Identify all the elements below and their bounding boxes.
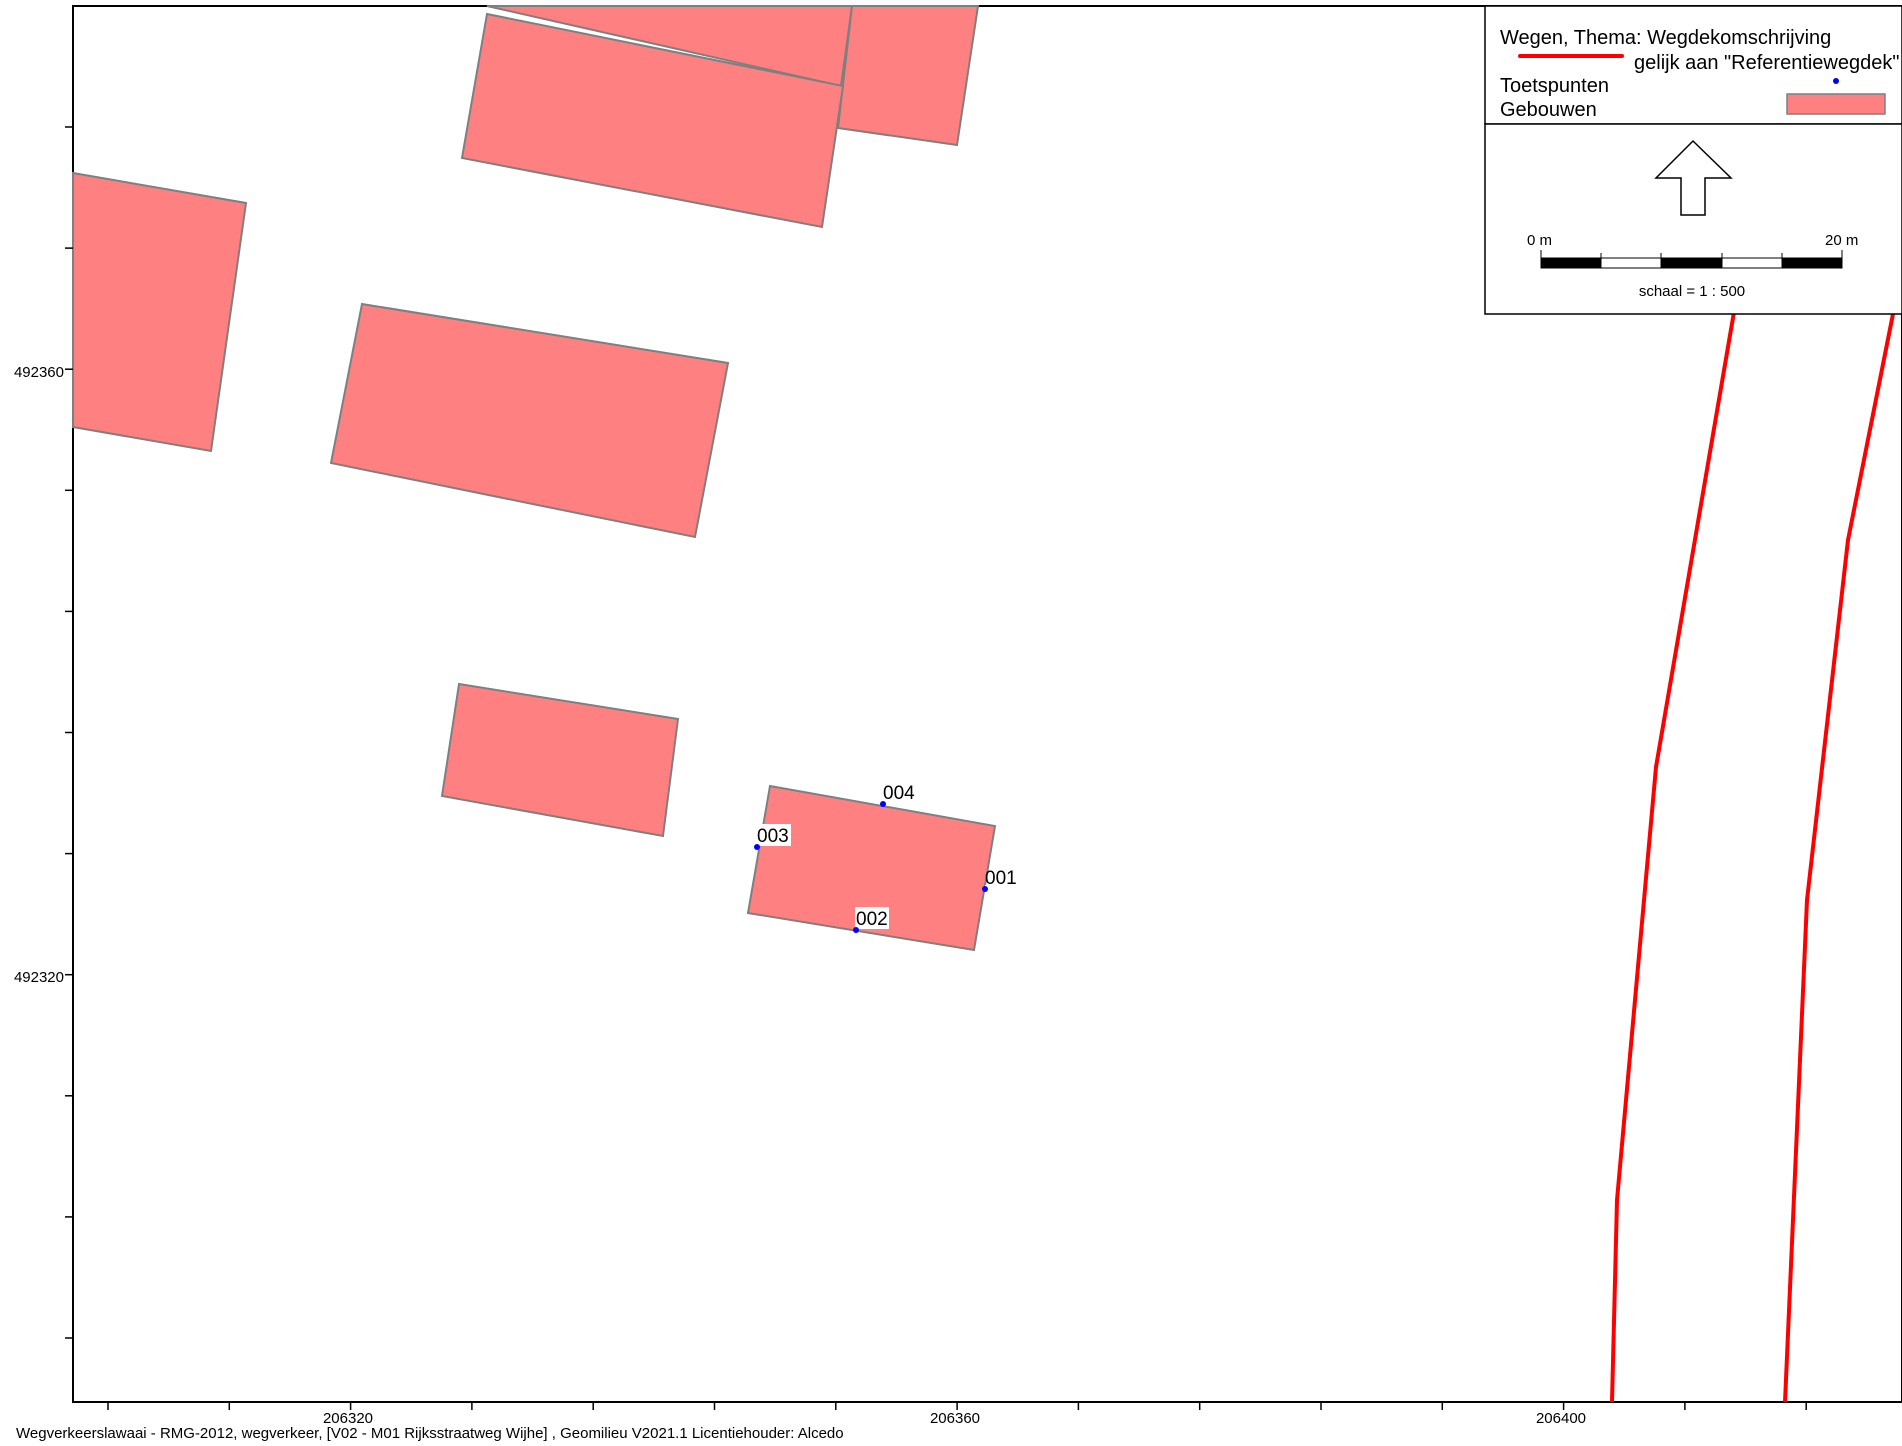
roads-layer bbox=[1610, 311, 1895, 1403]
legend-points-label: Toetspunten bbox=[1500, 75, 1609, 97]
legend: Wegen, Thema: Wegdekomschrijving gelijk … bbox=[1484, 5, 1902, 315]
y-axis-label: 492360 bbox=[14, 364, 64, 381]
test-point-label-bg bbox=[985, 885, 1019, 907]
test-point-marker[interactable] bbox=[853, 927, 859, 933]
legend-roads-title: Wegen, Thema: Wegdekomschrijving bbox=[1500, 27, 1831, 49]
test-point-label: 004 bbox=[883, 783, 915, 804]
buildings-layer bbox=[72, 5, 997, 952]
test-point-label: 002 bbox=[856, 909, 888, 930]
building bbox=[329, 302, 730, 539]
test-points-layer: 001 002 003 004 bbox=[754, 783, 1019, 933]
test-point-label-bg bbox=[855, 907, 889, 929]
legend-point-symbol bbox=[1833, 78, 1839, 84]
legend-roads-condition: gelijk aan "Referentiewegdek" bbox=[1634, 52, 1899, 74]
test-point-label: 001 bbox=[985, 868, 1017, 889]
building bbox=[836, 5, 980, 147]
north-arrow-icon bbox=[1654, 139, 1733, 216]
test-point-marker[interactable] bbox=[754, 844, 760, 850]
road-line-east bbox=[1783, 313, 1895, 1403]
x-axis-label: 206320 bbox=[323, 1410, 373, 1427]
building bbox=[746, 784, 997, 952]
building bbox=[72, 171, 248, 453]
x-axis-label: 206400 bbox=[1536, 1410, 1586, 1427]
x-axis-label: 206360 bbox=[930, 1410, 980, 1427]
y-axis-label: 492320 bbox=[14, 969, 64, 986]
scale-ratio-label: schaal = 1 : 500 bbox=[1639, 283, 1745, 300]
legend-building-symbol bbox=[1786, 93, 1886, 115]
x-axis-ticks bbox=[107, 1402, 1807, 1410]
test-point-marker[interactable] bbox=[880, 801, 886, 807]
scale-start-label: 0 m bbox=[1527, 232, 1552, 249]
test-point-label: 003 bbox=[757, 826, 789, 847]
road-line-west bbox=[1610, 311, 1736, 1403]
scale-bar bbox=[1540, 250, 1843, 269]
building bbox=[460, 12, 845, 229]
building bbox=[440, 682, 680, 838]
scale-end-label: 20 m bbox=[1825, 232, 1858, 249]
footer-caption: Wegverkeerslawaai - RMG-2012, wegverkeer… bbox=[16, 1425, 844, 1442]
y-axis-ticks bbox=[65, 126, 73, 1339]
test-point-marker[interactable] bbox=[982, 886, 988, 892]
legend-buildings-label: Gebouwen bbox=[1500, 99, 1597, 121]
test-point-label-bg bbox=[757, 824, 791, 846]
